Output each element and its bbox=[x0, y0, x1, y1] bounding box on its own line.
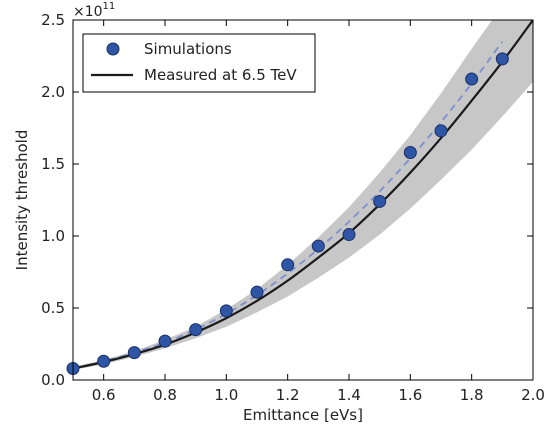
simulation-point bbox=[219, 304, 233, 318]
simulation-point bbox=[97, 354, 111, 368]
simulation-point bbox=[403, 145, 417, 159]
y-axis-multiplier-exponent: 11 bbox=[103, 1, 116, 12]
x-tick-label: 1.2 bbox=[276, 386, 300, 404]
y-axis-multiplier: ×1011 bbox=[73, 1, 115, 20]
y-axis-label: Intensity threshold bbox=[13, 130, 31, 271]
x-tick-label: 0.6 bbox=[92, 386, 116, 404]
legend-label-simulations: Simulations bbox=[144, 40, 232, 58]
simulation-fit-dashed-line bbox=[73, 41, 504, 370]
legend-box bbox=[82, 33, 316, 93]
simulation-point bbox=[495, 52, 509, 66]
legend-label-measured: Measured at 6.5 TeV bbox=[144, 66, 297, 84]
plot-frame bbox=[72, 19, 534, 381]
measured-line bbox=[73, 20, 533, 370]
simulation-point bbox=[281, 258, 295, 272]
x-tick-label: 1.4 bbox=[337, 386, 361, 404]
x-tick-label: 1.0 bbox=[214, 386, 238, 404]
simulation-point bbox=[465, 72, 479, 86]
y-tick-label: 1.0 bbox=[41, 227, 65, 245]
x-tick-label: 2.0 bbox=[521, 386, 545, 404]
y-tick-label: 0.0 bbox=[41, 371, 65, 389]
legend-marker-simulations bbox=[106, 42, 120, 56]
y-axis-multiplier-base: ×10 bbox=[73, 4, 103, 20]
simulation-point bbox=[373, 194, 387, 208]
y-tick-label: 2.0 bbox=[41, 83, 65, 101]
y-tick-label: 0.5 bbox=[41, 299, 65, 317]
simulation-point bbox=[127, 346, 141, 360]
simulation-point bbox=[189, 323, 203, 337]
x-tick-label: 1.8 bbox=[460, 386, 484, 404]
x-tick-label: 1.6 bbox=[398, 386, 422, 404]
x-axis-label: Emittance [eVs] bbox=[243, 406, 363, 424]
y-tick-label: 1.5 bbox=[41, 155, 65, 173]
simulation-point bbox=[434, 124, 448, 138]
simulation-point bbox=[158, 334, 172, 348]
y-tick-label: 2.5 bbox=[41, 11, 65, 29]
x-tick-label: 0.8 bbox=[153, 386, 177, 404]
uncertainty-band bbox=[73, 20, 533, 370]
legend: Simulations Measured at 6.5 TeV bbox=[82, 33, 316, 93]
simulation-point bbox=[311, 239, 325, 253]
simulation-point bbox=[342, 228, 356, 242]
simulation-point bbox=[250, 285, 264, 299]
